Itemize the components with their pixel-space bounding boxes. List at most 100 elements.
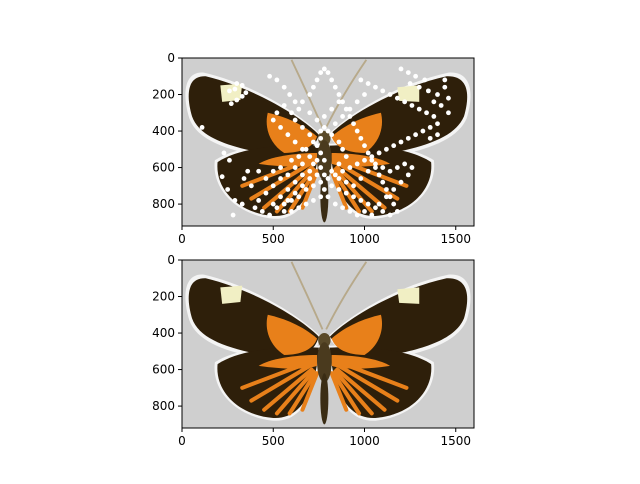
keypoint [227,88,232,94]
keypoint [347,165,353,170]
keypoint [321,66,327,72]
keypoint [340,146,345,152]
keypoint [199,124,205,130]
top-y-tick-label: 800 [152,197,175,211]
keypoint [307,168,313,174]
keypoint [318,194,324,200]
bottom-y-ticks: 0 200 400 600 800 [152,253,182,413]
keypoint [285,172,291,178]
keypoint [387,168,393,174]
keypoint [281,201,287,207]
keypoint [274,110,280,116]
keypoint [311,198,316,203]
keypoint [243,90,249,96]
keypoint [369,212,375,218]
keypoint [413,73,418,79]
keypoint [252,205,258,211]
keypoint [241,176,247,181]
keypoint [354,128,360,134]
keypoint [373,84,378,90]
keypoint [347,208,353,214]
keypoint [289,157,294,163]
keypoint [274,77,280,83]
keypoint [259,208,265,214]
keypoint [300,146,305,152]
keypoint [394,95,400,101]
keypoint [292,165,298,170]
bottom-x-tick-label: 500 [262,434,285,448]
keypoint [278,165,283,170]
keypoint [380,179,386,185]
keypoint [325,128,331,134]
keypoint [394,208,400,214]
keypoint [343,154,349,160]
keypoint [435,132,440,138]
keypoint [329,183,335,189]
keypoint [311,139,316,145]
keypoint [398,179,404,185]
keypoint [278,124,283,130]
keypoint [300,99,305,105]
keypoint [318,165,324,170]
keypoint [405,70,411,76]
keypoint [373,161,378,167]
keypoint [267,212,272,218]
keypoint [303,187,309,192]
keypoint [239,201,245,207]
keypoint [318,70,324,76]
keypoint [409,103,415,108]
keypoint [321,172,327,178]
keypoint [365,168,371,174]
keypoint [270,117,276,123]
keypoint [340,114,345,119]
keypoint [351,194,356,200]
keypoint [384,187,389,192]
top-axes: 0 500 1000 1500 0 200 400 600 800 [152,51,475,246]
keypoint [416,84,422,90]
keypoint [239,93,245,99]
keypoint [373,205,378,211]
keypoint [376,201,382,207]
keypoint [332,201,338,207]
keypoint [232,86,238,92]
keypoint [380,165,386,170]
keypoint [270,168,276,174]
keypoint [311,183,316,189]
top-x-tick-label: 1000 [349,232,380,246]
keypoint [314,157,320,163]
keypoint [336,139,342,145]
keypoint [329,106,335,112]
keypoint [256,168,262,174]
keypoint [300,161,305,167]
keypoint [332,172,338,178]
keypoint [407,81,413,86]
keypoint [351,121,356,127]
keypoint [285,187,291,192]
bottom-axes-frame [181,259,475,429]
top-axes-frame [181,57,475,227]
keypoint [263,190,269,196]
keypoint [336,161,342,167]
keypoint [354,99,360,105]
keypoint [351,183,356,189]
keypoint [362,92,367,97]
top-y-tick-label: 0 [167,51,175,65]
keypoint [365,81,371,86]
keypoint [285,132,291,138]
keypoint [343,179,349,185]
keypoint [300,124,305,130]
keypoint [225,187,231,192]
keypoint [321,114,327,119]
bottom-x-tick-label: 1000 [349,434,380,448]
keypoint [303,201,309,207]
keypoint [263,176,269,181]
keypoint [391,143,397,149]
keypoint [343,190,349,196]
keypoint [354,161,360,167]
keypoint [329,132,335,138]
keypoint-overlay [199,66,451,218]
keypoint [438,103,444,108]
keypoint [380,208,386,214]
keypoint [281,208,287,214]
